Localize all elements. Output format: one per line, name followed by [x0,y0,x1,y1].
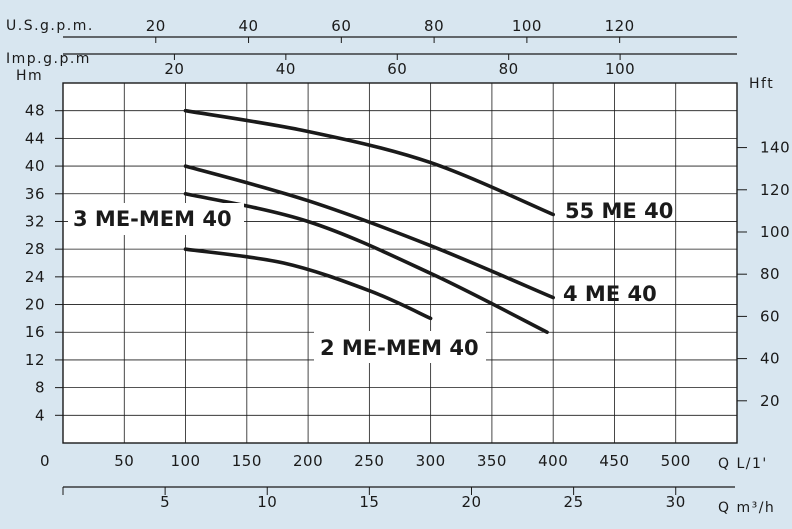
y-m-tick-label-10: 44 [25,129,45,147]
impgpm-tick-label-0: 20 [164,60,184,78]
series-label-bg-3me [68,203,244,235]
y-ft-tick-label-1: 40 [760,350,780,368]
usgpm-axis: 20 40 60 80 100 120 [146,17,635,43]
x-lpm-tick-label-6: 300 [416,452,446,470]
y-m-tick-label-11: 48 [25,102,45,120]
y-m-tick-label-8: 36 [25,185,45,203]
y-m-tick-label-4: 20 [25,296,45,314]
y-m-tick-label-1: 8 [35,379,45,397]
x-lpm-tick-label-2: 100 [170,452,200,470]
usgpm-tick-label-3: 80 [424,17,444,35]
x-lpm-tick-label-1: 50 [114,452,134,470]
y-ft-tick-label-3: 80 [760,265,780,283]
m3h-tick-label-0: 5 [160,493,170,511]
x-lpm-tick-label-3: 150 [232,452,262,470]
impgpm-tick-label-4: 100 [605,60,635,78]
series-label-2me-mem40: 2 ME-MEM 40 [320,336,479,360]
series-label-bg-2me [314,331,486,363]
y-m-tick-label-2: 12 [25,351,45,369]
y-m-tick-label-3: 16 [25,323,45,341]
series-line-0 [183,108,555,217]
x-lpm-axis: 0 50 100 150 200 250 300 350 400 450 500 [40,452,691,470]
series-line-1 [183,164,555,300]
x-lpm-tick-label-5: 250 [354,452,384,470]
series-label-55me40: 55 ME 40 [565,199,673,223]
y-ft-tick-label-4: 100 [760,223,790,241]
x-lpm-axis-label: Q L/1' [718,456,768,472]
impgpm-axis-label: Imp.g.p.m [6,51,91,67]
usgpm-tick-label-4: 100 [512,17,542,35]
y-ft-axis: 20 40 60 80 100 120 140 [737,139,790,410]
series-label-4me40: 4 ME 40 [563,282,657,306]
impgpm-tick-label-2: 60 [387,60,407,78]
impgpm-axis: 20 40 60 80 100 [164,54,635,78]
y-ft-axis-label: Hft [749,76,774,92]
impgpm-tick-label-3: 80 [499,60,519,78]
usgpm-tick-label-0: 20 [146,17,166,35]
series-label-3me-mem40: 3 ME-MEM 40 [73,207,232,231]
plot-area [62,82,738,444]
y-ft-tick-label-2: 60 [760,307,780,325]
x-lpm-tick-label-7: 350 [477,452,507,470]
x-lpm-tick-label-4: 200 [293,452,323,470]
usgpm-axis-label: U.S.g.p.m. [6,18,94,34]
y-m-tick-label-0: 4 [35,406,45,424]
x-lpm-tick-label-8: 400 [538,452,568,470]
m3h-axis: 5 10 15 20 25 30 [62,487,686,511]
m3h-tick-label-5: 30 [666,493,686,511]
y-m-axis-label: Hm [16,68,43,84]
x-lpm-tick-label-9: 450 [599,452,629,470]
usgpm-tick-label-1: 40 [239,17,259,35]
m3h-tick-label-4: 25 [564,493,584,511]
y-ft-tick-label-6: 140 [760,139,790,157]
usgpm-tick-label-2: 60 [331,17,351,35]
y-m-tick-label-5: 24 [25,268,45,286]
m3h-tick-label-2: 15 [359,493,379,511]
y-m-tick-label-7: 32 [25,212,45,230]
x-lpm-tick-label-10: 500 [661,452,691,470]
y-ft-tick-label-0: 20 [760,392,780,410]
y-m-tick-label-9: 40 [25,157,45,175]
impgpm-tick-label-1: 40 [276,60,296,78]
y-ft-tick-label-5: 120 [760,181,790,199]
y-m-tick-label-6: 28 [25,240,45,258]
series-line-3 [183,247,433,321]
m3h-tick-label-3: 20 [461,493,481,511]
m3h-axis-label: Q m³/h [718,500,775,516]
x-lpm-tick-label-0: 0 [40,452,50,470]
m3h-tick-label-1: 10 [257,493,277,511]
usgpm-tick-label-5: 120 [605,17,635,35]
